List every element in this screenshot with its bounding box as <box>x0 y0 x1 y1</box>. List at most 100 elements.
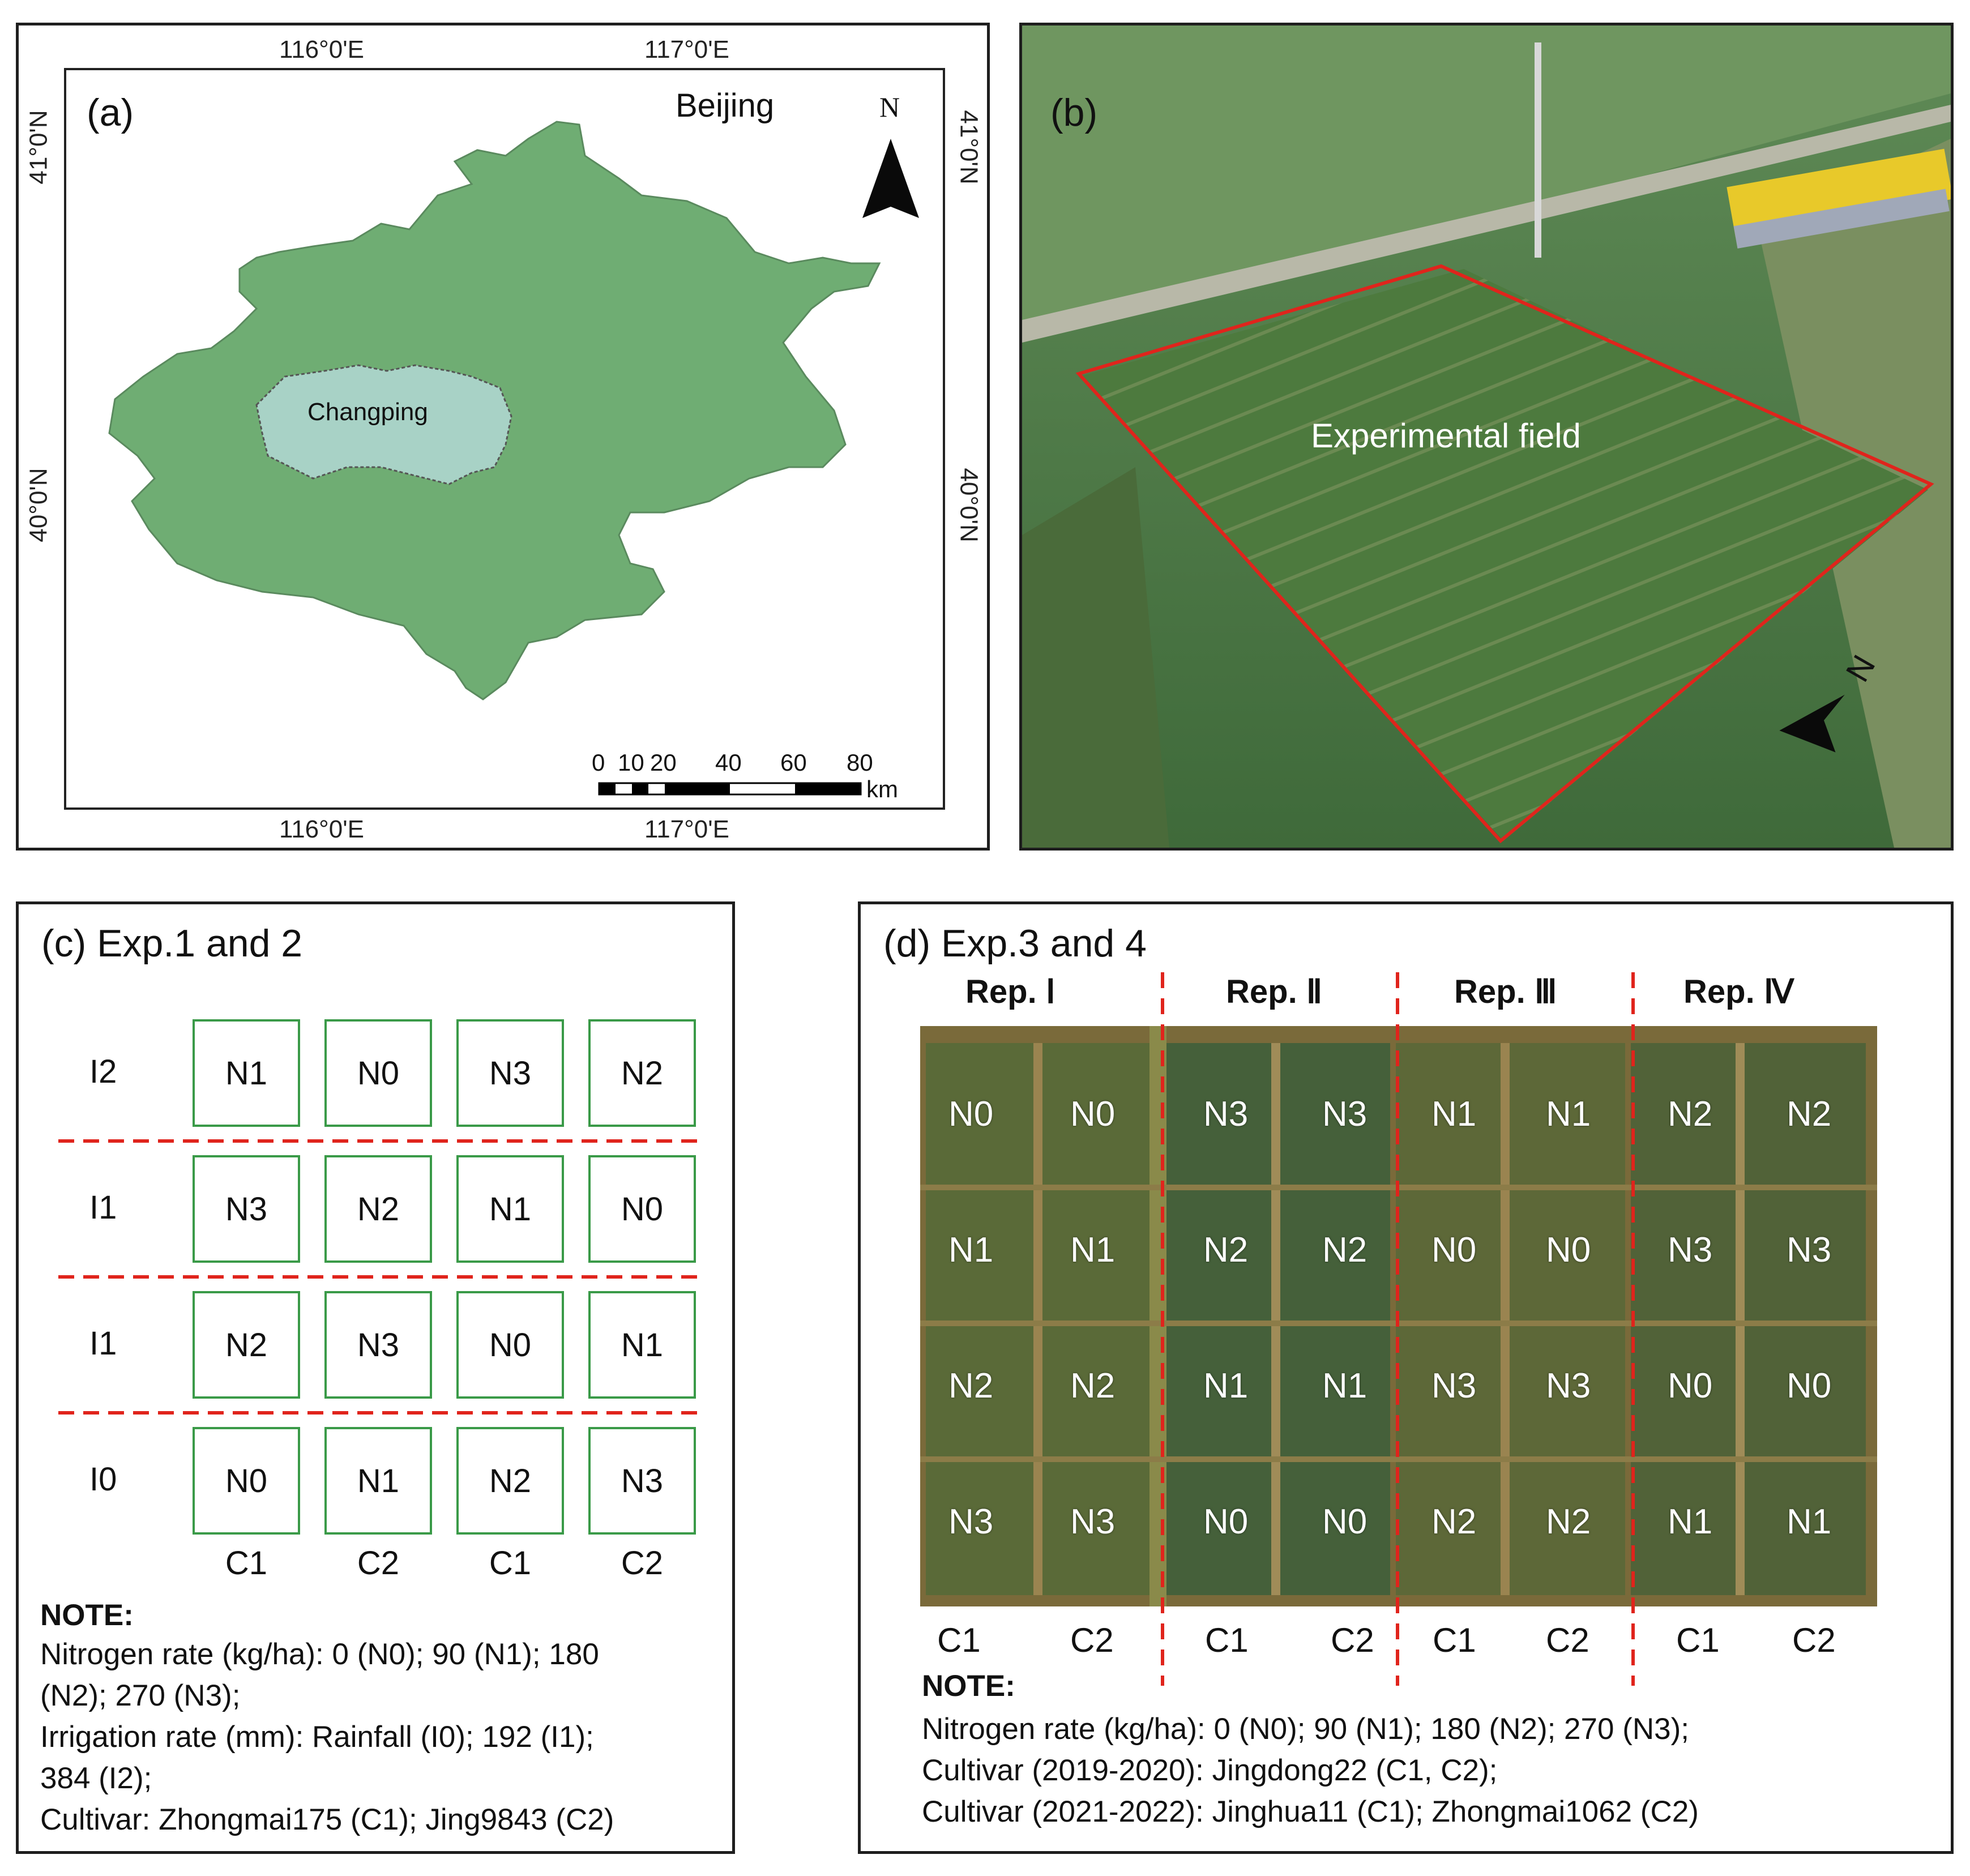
note-heading: NOTE: <box>40 1599 134 1632</box>
d-column-label-5: C1 <box>1433 1621 1476 1659</box>
row-label-1: I2 <box>89 1053 117 1090</box>
d-plot-r2-c4: N2 <box>1322 1230 1368 1270</box>
plot-r4-c2: N1 <box>324 1427 432 1535</box>
row-label-2: I1 <box>89 1189 117 1226</box>
rep-separators <box>1161 972 1635 1686</box>
top-lon-label-2: 117°0'E <box>644 36 729 63</box>
d-plot-r3-c1: N2 <box>948 1366 994 1405</box>
plot-r4-c3: N2 <box>456 1427 564 1535</box>
experimental-field-boundary <box>1075 264 1934 844</box>
beijing-map <box>108 121 919 796</box>
left-lat-label-1: 41°0'N <box>24 110 53 185</box>
plot-r1-c3: N3 <box>456 1019 564 1127</box>
note-line-4: 384 (I2); <box>40 1762 152 1795</box>
d-column-label-1: C1 <box>937 1621 981 1659</box>
d-column-label-8: C2 <box>1792 1621 1836 1659</box>
building-photo-element <box>1727 148 1951 238</box>
d-plot-r2-c7: N3 <box>1668 1230 1713 1270</box>
d-plot-r1-c1: N0 <box>948 1095 994 1134</box>
bottom-lon-label-1: 116°0'E <box>279 815 364 843</box>
note-line-1: Nitrogen rate (kg/ha): 0 (N0); 90 (N1); … <box>40 1638 599 1671</box>
column-label-3: C1 <box>489 1545 532 1582</box>
d-plot-r1-c7: N2 <box>1668 1095 1713 1134</box>
rep-label-2: Rep. Ⅱ <box>1226 973 1323 1010</box>
scale-tick-40: 40 <box>715 749 742 776</box>
d-plot-r4-c6: N2 <box>1546 1502 1591 1541</box>
d-plot-r4-c8: N1 <box>1787 1502 1832 1541</box>
panel-b-label: (b) <box>1050 91 1098 134</box>
row-label-4: I0 <box>89 1461 117 1498</box>
changping-district-shape <box>255 364 512 485</box>
d-plot-r2-c2: N1 <box>1070 1230 1116 1270</box>
plot-r2-c1: N3 <box>193 1155 300 1263</box>
d-column-label-6: C2 <box>1546 1621 1589 1659</box>
scale-tick-60: 60 <box>780 749 807 776</box>
d-plot-r1-c8: N2 <box>1787 1095 1832 1134</box>
field-north-arrow-icon <box>1779 694 1845 753</box>
column-label-4: C2 <box>621 1545 664 1582</box>
panel-a-map: (a) Beijing Changping N 116°0'E 117°0'E … <box>16 23 990 851</box>
d-plot-r3-c6: N3 <box>1546 1366 1591 1405</box>
d-plot-r1-c4: N3 <box>1322 1095 1368 1134</box>
column-label-1: C1 <box>225 1545 268 1582</box>
plot-r1-c4: N2 <box>588 1019 696 1127</box>
plot-r1-c2: N0 <box>324 1019 432 1127</box>
rep-label-3: Rep. Ⅲ <box>1454 973 1557 1010</box>
d-note-line-3: Cultivar (2021-2022): Jinghua11 (C1); Zh… <box>922 1795 1699 1828</box>
d-plot-r1-c5: N1 <box>1431 1095 1477 1134</box>
d-plot-r2-c5: N0 <box>1431 1230 1477 1270</box>
scale-unit: km <box>866 776 898 802</box>
d-note-line-2: Cultivar (2019-2020): Jingdong22 (C1, C2… <box>922 1754 1498 1787</box>
scale-tick-0: 0 <box>592 749 605 776</box>
plot-r2-c3: N1 <box>456 1155 564 1263</box>
d-plot-r4-c2: N3 <box>1070 1502 1116 1541</box>
panel-b-photo: (b) Experimental field N <box>1019 23 1954 851</box>
d-note-line-1: Nitrogen rate (kg/ha): 0 (N0); 90 (N1); … <box>922 1712 1689 1746</box>
plot-r3-c3: N0 <box>456 1291 564 1399</box>
north-arrow-icon <box>862 139 919 218</box>
d-plot-r4-c1: N3 <box>948 1502 994 1541</box>
d-plot-r3-c2: N2 <box>1070 1366 1116 1405</box>
aerial-photo <box>1022 25 1951 848</box>
region-label: Beijing <box>676 87 775 124</box>
district-label: Changping <box>307 398 428 426</box>
d-plot-r1-c6: N1 <box>1546 1095 1591 1134</box>
scale-bar <box>598 782 862 796</box>
left-lat-label-2: 40°0'N <box>24 468 53 542</box>
plot-r3-c4: N1 <box>588 1291 696 1399</box>
rep-label-4: Rep. Ⅳ <box>1683 973 1794 1010</box>
panel-d-title: (d) Exp.3 and 4 <box>883 922 1147 965</box>
d-plot-r2-c8: N3 <box>1787 1230 1832 1270</box>
note-line-5: Cultivar: Zhongmai175 (C1); Jing9843 (C2… <box>40 1803 614 1836</box>
north-arrow-label: N <box>879 91 900 123</box>
plot-r4-c1: N0 <box>193 1427 300 1535</box>
d-plot-r3-c3: N1 <box>1203 1366 1249 1405</box>
right-lat-label-2: 40°0'N <box>955 468 983 542</box>
experimental-field-label: Experimental field <box>1311 417 1581 455</box>
d-plot-r3-c5: N3 <box>1431 1366 1477 1405</box>
d-plot-r4-c3: N0 <box>1203 1502 1249 1541</box>
d-column-label-2: C2 <box>1070 1621 1114 1659</box>
d-plot-r4-c7: N1 <box>1668 1502 1713 1541</box>
plot-r3-c2: N3 <box>324 1291 432 1399</box>
plot-r2-c4: N0 <box>588 1155 696 1263</box>
row-separators <box>58 1139 698 1415</box>
note-line-2: (N2); 270 (N3); <box>40 1679 241 1712</box>
plot-aerial-image <box>920 1026 1877 1606</box>
d-plot-r2-c1: N1 <box>948 1230 994 1270</box>
plot-r2-c2: N2 <box>324 1155 432 1263</box>
plot-r4-c4: N3 <box>588 1427 696 1535</box>
d-plot-r1-c2: N0 <box>1070 1095 1116 1134</box>
d-column-label-3: C1 <box>1205 1621 1249 1659</box>
row-label-3: I1 <box>89 1325 117 1362</box>
scale-tick-80: 80 <box>847 749 873 776</box>
column-label-2: C2 <box>357 1545 400 1582</box>
d-plot-r1-c3: N3 <box>1203 1095 1249 1134</box>
d-note-heading: NOTE: <box>922 1669 1015 1703</box>
note-line-3: Irrigation rate (mm): Rainfall (I0); 192… <box>40 1720 594 1754</box>
right-lat-label-1: 41°0'N <box>955 110 983 185</box>
panel-d-layout: (d) Exp.3 and 4 Rep. Ⅰ Rep. Ⅱ Rep. Ⅲ Rep… <box>858 901 1954 1854</box>
plot-r3-c1: N2 <box>193 1291 300 1399</box>
panel-a-label: (a) <box>87 91 134 134</box>
d-plot-r3-c8: N0 <box>1787 1366 1832 1405</box>
